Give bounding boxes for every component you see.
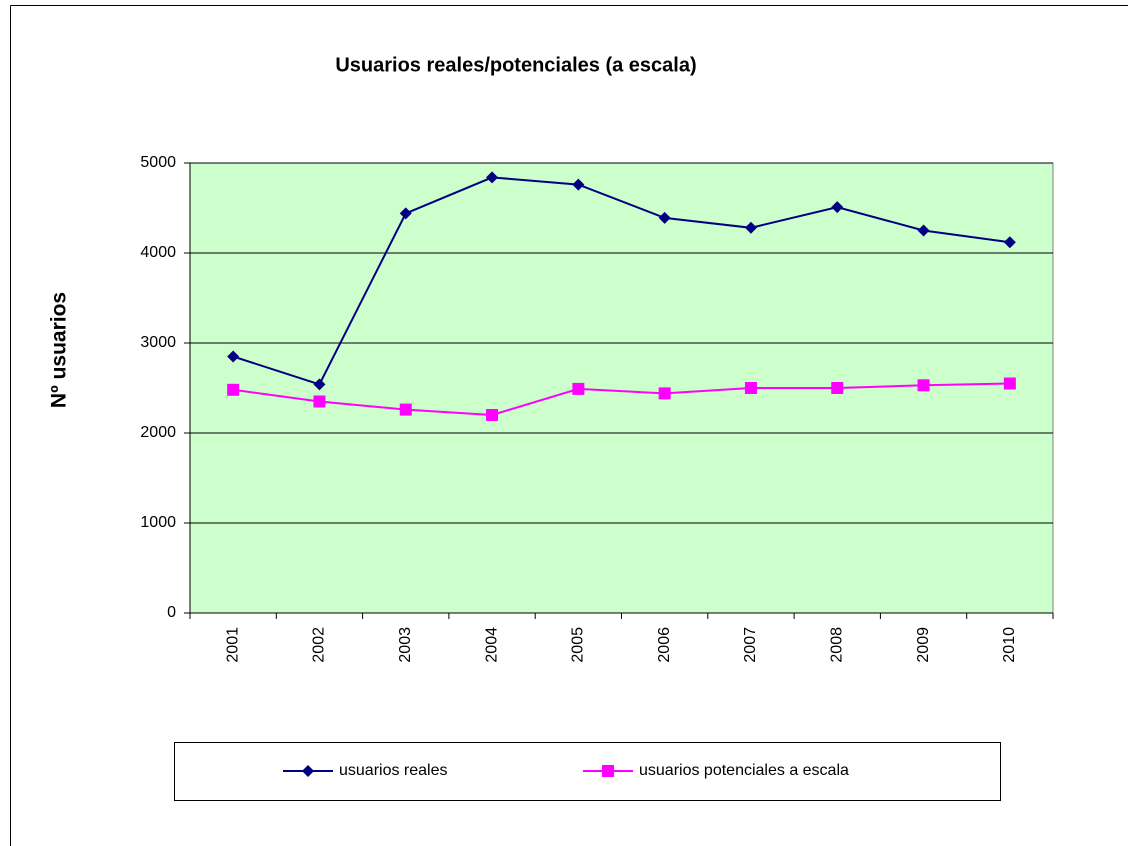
- data-point: [399, 207, 412, 220]
- x-tick-label: 2007: [742, 627, 759, 663]
- data-point: [572, 178, 585, 191]
- data-point: [917, 379, 930, 392]
- x-tick-label: 2005: [570, 627, 587, 663]
- x-tick-label: 2004: [483, 627, 500, 663]
- legend-label: usuarios potenciales a escala: [639, 762, 849, 779]
- series-line: [233, 382, 1010, 417]
- x-tick-label: 2001: [224, 627, 241, 663]
- data-point: [831, 201, 844, 214]
- data-point: [917, 224, 930, 237]
- y-tick-label: 2000: [140, 424, 176, 441]
- legend-marker: [602, 765, 614, 777]
- data-point: [658, 211, 671, 224]
- data-point: [658, 387, 671, 400]
- data-point: [227, 383, 240, 396]
- y-tick-label: 5000: [140, 154, 176, 171]
- x-tick-label: 2008: [828, 627, 845, 663]
- y-tick-label: 1000: [140, 514, 176, 531]
- data-point: [313, 395, 326, 408]
- x-tick-label: 2009: [915, 627, 932, 663]
- data-point: [831, 382, 844, 394]
- x-tick-label: 2010: [1001, 627, 1018, 663]
- data-point: [744, 382, 757, 394]
- data-point: [486, 409, 499, 421]
- y-axis-label: Nº usuarios: [48, 292, 71, 408]
- x-tick-label: 2003: [397, 627, 414, 663]
- legend-label: usuarios reales: [339, 762, 448, 779]
- data-point: [227, 350, 240, 363]
- series-line: [232, 176, 1010, 386]
- legend-marker: [302, 765, 314, 777]
- data-point: [744, 221, 757, 234]
- data-point: [399, 403, 412, 416]
- x-tick-label: 2006: [656, 627, 673, 663]
- data-point: [1003, 236, 1016, 249]
- data-point: [572, 382, 585, 395]
- data-point: [486, 171, 499, 184]
- chart-title: Usuarios reales/potenciales (a escala): [335, 54, 696, 76]
- plot-area: [189, 162, 1054, 614]
- y-tick-label: 0: [167, 604, 176, 621]
- data-point: [1003, 377, 1016, 390]
- data-point: [313, 378, 326, 391]
- y-tick-label: 3000: [140, 334, 176, 351]
- y-tick-label: 4000: [140, 244, 176, 261]
- x-tick-label: 2002: [311, 627, 328, 663]
